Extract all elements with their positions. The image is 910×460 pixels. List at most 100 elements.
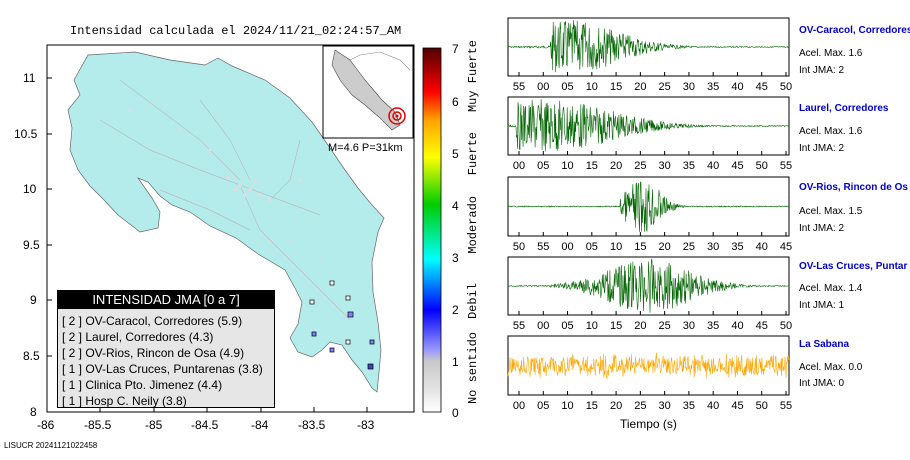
tick-label: 55 <box>537 241 549 253</box>
tick-label: 10 <box>610 241 622 253</box>
station-3-acel: Acel. Max. 1.5 <box>799 206 863 217</box>
legend-item: [ 2 ] Laurel, Corredores (4.3) <box>62 330 214 344</box>
tick-label: 50 <box>513 241 525 253</box>
tick-label: 15 <box>634 241 646 253</box>
tick-label: 30 <box>683 81 695 93</box>
tick-label: 40 <box>731 320 743 332</box>
tick-label: 05 <box>561 320 573 332</box>
station-5-int: Int JMA: 0 <box>799 378 845 389</box>
tick-label: 45 <box>731 160 743 172</box>
station-3-name: OV-Rios, Rincon de Os <box>799 182 908 193</box>
tick-label: 40 <box>707 160 719 172</box>
seismogram-trace <box>507 181 790 232</box>
map-title: Intensidad calculada el 2024/11/21_02:24… <box>70 24 402 38</box>
y-tick-10: 10 <box>23 182 37 196</box>
tick-label: 05 <box>537 160 549 172</box>
tick-label: 00 <box>513 400 525 412</box>
x-tick-84: -84 <box>251 418 269 432</box>
scale-num-6: 6 <box>452 95 459 109</box>
tick-label: 40 <box>731 81 743 93</box>
tick-label: 55 <box>780 400 792 412</box>
station-2-acel: Acel. Max. 1.6 <box>799 126 863 137</box>
tick-label: 50 <box>780 81 792 93</box>
legend-item: [ 1 ] OV-Las Cruces, Puntarenas (3.8) <box>62 362 263 376</box>
scale-num-2: 2 <box>452 303 459 317</box>
tick-label: 10 <box>561 400 573 412</box>
tick-label: 30 <box>659 400 671 412</box>
scale-num-3: 3 <box>452 251 459 265</box>
station-2-name: Laurel, Corredores <box>799 103 889 114</box>
legend-item: [ 1 ] Clinica Pto. Jimenez (4.4) <box>62 378 223 392</box>
station-1-int: Int JMA: 2 <box>799 65 845 76</box>
station-4-acel: Acel. Max. 1.4 <box>799 283 863 294</box>
tick-label: 20 <box>659 241 671 253</box>
x-axis-label: Tiempo (s) <box>620 417 677 431</box>
station-2-int: Int JMA: 2 <box>799 143 845 154</box>
tick-label: 00 <box>537 320 549 332</box>
y-tick-8.5: 8.5 <box>23 349 40 363</box>
y-tick-9: 9 <box>30 293 37 307</box>
tick-label: 45 <box>756 320 768 332</box>
inset-label: M=4.6 P=31km <box>328 142 403 154</box>
tick-label: 10 <box>586 81 598 93</box>
tick-label: 35 <box>707 81 719 93</box>
seismogram-trace <box>507 20 790 73</box>
tick-label: 45 <box>756 81 768 93</box>
tick-label: 25 <box>634 400 646 412</box>
station-4-int: Int JMA: 1 <box>799 300 845 311</box>
tick-label: 35 <box>683 160 695 172</box>
tick-label: 45 <box>780 241 792 253</box>
station-5-acel: Acel. Max. 0.0 <box>799 362 863 373</box>
seismogram-trace <box>508 258 790 313</box>
legend-header: INTENSIDAD JMA [0 a 7] <box>58 291 274 309</box>
tick-label: 05 <box>586 241 598 253</box>
y-tick-10.5: 10.5 <box>14 127 38 141</box>
tick-label: 35 <box>731 241 743 253</box>
legend-item: [ 2 ] OV-Rios, Rincon de Osa (4.9) <box>62 346 245 360</box>
tick-label: 50 <box>780 320 792 332</box>
tick-label: 50 <box>756 400 768 412</box>
tick-label: 00 <box>513 160 525 172</box>
x-tick-85: -85 <box>145 418 163 432</box>
station-3-int: Int JMA: 2 <box>799 223 845 234</box>
tick-label: 20 <box>610 400 622 412</box>
tick-label: 25 <box>683 241 695 253</box>
x-tick-85.5: -85.5 <box>84 418 112 432</box>
tick-label: 25 <box>634 160 646 172</box>
y-tick-11: 11 <box>23 71 36 85</box>
seismogram-trace <box>507 352 790 379</box>
x-tick-83.5: -83.5 <box>298 418 326 432</box>
scale-num-7: 7 <box>452 42 459 56</box>
scale-num-0: 0 <box>452 406 459 420</box>
legend-item: [ 2 ] OV-Caracol, Corredores (5.9) <box>62 314 243 328</box>
tick-label: 20 <box>634 320 646 332</box>
scale-num-1: 1 <box>452 355 459 369</box>
tick-label: 15 <box>586 400 598 412</box>
tick-label: 05 <box>537 400 549 412</box>
tick-label: 30 <box>683 320 695 332</box>
tick-label: 25 <box>659 320 671 332</box>
tick-label: 55 <box>513 81 525 93</box>
tick-label: 30 <box>659 160 671 172</box>
scale-num-4: 4 <box>452 199 459 213</box>
tick-label: 10 <box>561 160 573 172</box>
tick-label: 35 <box>707 320 719 332</box>
tick-label: 00 <box>561 241 573 253</box>
costa-rica-landmass <box>67 51 385 393</box>
station-1-name: OV-Caracol, Corredores <box>799 25 910 36</box>
tick-label: 20 <box>634 81 646 93</box>
tick-label: 00 <box>537 81 549 93</box>
station-5-name: La Sabana <box>799 339 850 350</box>
station-1-acel: Acel. Max. 1.6 <box>799 48 863 59</box>
tick-label: 15 <box>610 320 622 332</box>
tick-label: 35 <box>683 400 695 412</box>
tick-label: 50 <box>756 160 768 172</box>
legend-item: [ 1 ] Hosp C. Neily (3.8) <box>62 394 187 408</box>
tick-label: 05 <box>561 81 573 93</box>
tick-label: 10 <box>586 320 598 332</box>
tick-label: 30 <box>707 241 719 253</box>
tick-label: 20 <box>610 160 622 172</box>
seismogram-trace <box>507 99 790 152</box>
tick-label: 40 <box>756 241 768 253</box>
